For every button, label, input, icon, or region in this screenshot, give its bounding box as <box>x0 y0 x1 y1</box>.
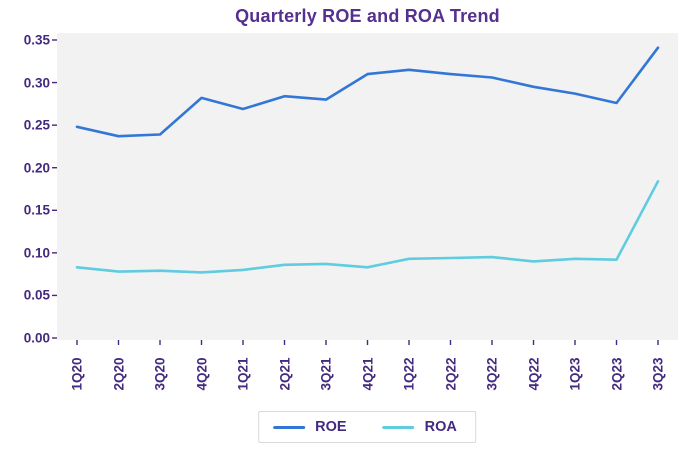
roe-line-swatch <box>273 425 306 429</box>
plot-background <box>57 33 678 340</box>
legend-label-roa: ROA <box>424 419 457 435</box>
legend: ROE ROA <box>258 411 476 443</box>
series-line-roe <box>75 46 660 138</box>
legend-item-roe: ROE <box>273 419 347 435</box>
legend-item-roa: ROA <box>382 419 457 435</box>
series-line-roa <box>75 180 660 274</box>
roa-line-swatch <box>382 425 415 429</box>
chart-title: Quarterly ROE and ROA Trend <box>235 6 500 26</box>
legend-label-roe: ROE <box>315 419 347 435</box>
